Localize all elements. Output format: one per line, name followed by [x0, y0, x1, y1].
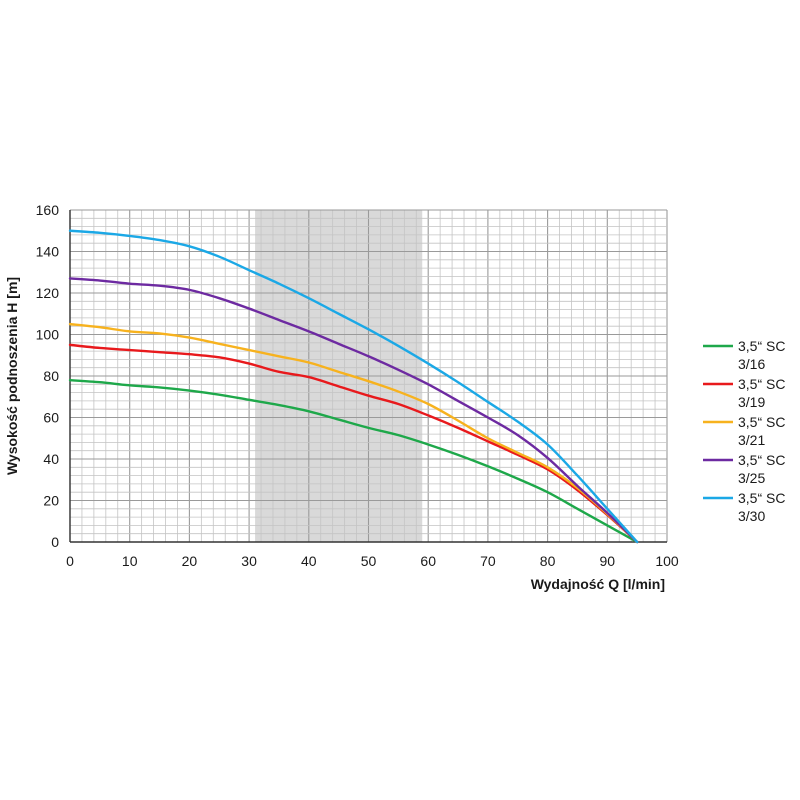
legend-label: 3,5“ SC	[738, 452, 785, 468]
x-tick-label: 70	[480, 553, 496, 569]
x-tick-label: 30	[241, 553, 257, 569]
grid	[69, 209, 668, 543]
x-tick-label: 90	[600, 553, 616, 569]
legend-label-model: 3/25	[738, 470, 765, 486]
series-line-3-21	[68, 322, 639, 544]
y-tick-label: 60	[43, 410, 59, 426]
x-tick-label: 10	[122, 553, 138, 569]
legend-label: 3,5“ SC	[738, 376, 785, 392]
y-tick-label: 40	[43, 451, 59, 467]
legend-label-model: 3/30	[738, 508, 765, 524]
y-tick-label: 0	[51, 534, 59, 550]
series-line-3-25	[68, 277, 639, 544]
legend-label: 3,5“ SC	[738, 490, 785, 506]
x-tick-label: 40	[301, 553, 317, 569]
tick-labels: 0 10 20 30 40 50 60 70 80 90 100 0 20 40 60 80 100 120 140…	[36, 202, 679, 569]
y-axis-label: Wysokość podnoszenia H [m]	[4, 277, 20, 475]
y-tick-label: 80	[43, 368, 59, 384]
x-tick-label: 80	[540, 553, 556, 569]
series-line-3-19	[68, 343, 639, 544]
series-line-3-30	[68, 229, 639, 544]
x-tick-label: 60	[420, 553, 436, 569]
x-tick-label: 100	[655, 553, 679, 569]
y-tick-label: 20	[43, 493, 59, 509]
legend-label-model: 3/16	[738, 356, 765, 372]
series-lines	[68, 229, 639, 544]
x-tick-label: 0	[66, 553, 74, 569]
x-tick-label: 20	[182, 553, 198, 569]
legend-label: 3,5“ SC	[738, 338, 785, 354]
legend: 3,5“ SC 3/16 3,5“ SC 3/19 3,5“ SC 3/21 3,5“ SC…	[703, 338, 785, 524]
legend-label-model: 3/21	[738, 432, 765, 448]
legend-label-model: 3/19	[738, 394, 765, 410]
y-tick-label: 160	[36, 202, 60, 218]
series-line-3-16	[68, 378, 639, 544]
y-tick-label: 120	[36, 285, 60, 301]
legend-label: 3,5“ SC	[738, 414, 785, 430]
x-axis-label: Wydajność Q [l/min]	[531, 576, 665, 592]
y-tick-label: 100	[36, 327, 60, 343]
x-tick-label: 50	[361, 553, 377, 569]
y-tick-label: 140	[36, 244, 60, 260]
